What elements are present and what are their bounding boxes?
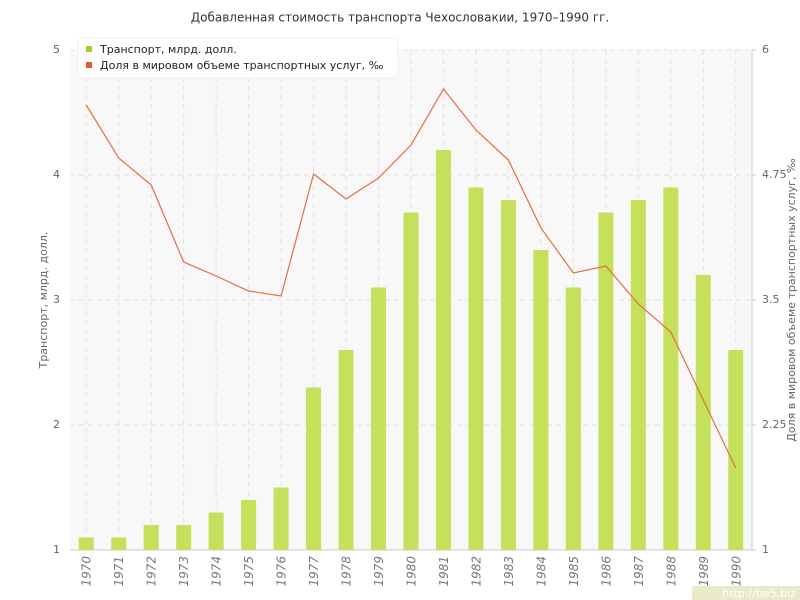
y-tick-label: 3 (53, 293, 60, 306)
bar (78, 537, 94, 550)
x-tick-label: 1983 (502, 556, 516, 587)
legend: Транспорт, млрд. долл. Доля в мировом объ… (77, 37, 399, 79)
legend-label: Транспорт, млрд. долл. (99, 43, 237, 56)
bar (371, 287, 387, 550)
bar (598, 212, 614, 550)
x-tick-label: 1972 (145, 556, 159, 587)
x-tick-label: 1989 (697, 556, 711, 587)
legend-marker (86, 62, 92, 68)
x-tick-label: 1973 (177, 556, 191, 587)
bar (403, 212, 419, 550)
x-tick-label: 1987 (632, 556, 646, 587)
x-tick-label: 1975 (242, 556, 256, 587)
watermark-bg (692, 586, 800, 600)
x-tick-label: 1990 (729, 556, 743, 587)
bar (533, 250, 549, 550)
y2-tick-label: 3.5 (762, 293, 780, 306)
chart-title: Добавленная стоимость транспорта Чехосло… (191, 11, 610, 25)
y2-tick-label: 6 (762, 43, 769, 56)
bar (306, 387, 322, 550)
y2-axis-label: Доля в мировом объеме транспортных услуг… (785, 158, 798, 442)
x-tick-label: 1986 (599, 556, 613, 587)
x-tick-label: 1985 (567, 556, 581, 587)
bar (338, 350, 354, 550)
bar (273, 487, 289, 550)
y-tick-label: 4 (53, 168, 60, 181)
x-tick-label: 1978 (340, 556, 354, 587)
bar (565, 287, 581, 550)
x-tick-label: 1974 (210, 556, 224, 587)
y2-tick-label: 1 (762, 543, 769, 556)
bar (111, 537, 127, 550)
y-tick-label: 5 (53, 43, 60, 56)
x-tick-label: 1988 (664, 556, 678, 587)
x-tick-label: 1977 (307, 556, 321, 587)
legend-marker (86, 46, 92, 52)
y2-tick-label: 2.25 (762, 418, 787, 431)
bar (208, 512, 224, 550)
x-tick-label: 1984 (534, 556, 548, 587)
line (85, 87, 737, 469)
bar (143, 525, 159, 550)
bar (630, 200, 646, 550)
bar (728, 350, 744, 550)
bar (435, 150, 451, 550)
bar (663, 187, 679, 550)
x-tick-label: 1970 (80, 556, 94, 587)
x-tick-label: 1976 (275, 556, 289, 587)
bar (468, 187, 484, 550)
x-tick-label: 1971 (112, 556, 126, 587)
y2-tick-label: 4.75 (762, 168, 787, 181)
x-tick-label: 1979 (372, 556, 386, 587)
watermark: http://be5.biz (722, 587, 796, 600)
bar (500, 200, 516, 550)
x-tick-label: 1981 (437, 556, 451, 587)
bar (241, 500, 257, 550)
bar (176, 525, 192, 550)
y-tick-label: 1 (53, 543, 60, 556)
legend-box (77, 37, 399, 79)
x-tick-label: 1982 (469, 556, 483, 587)
y-axis-label: Транспорт, млрд. долл. (37, 232, 50, 370)
y-tick-label: 2 (53, 418, 60, 431)
x-tick-label: 1980 (405, 556, 419, 587)
legend-label: Доля в мировом объеме транспортных услуг… (100, 59, 384, 72)
bar (695, 275, 711, 550)
